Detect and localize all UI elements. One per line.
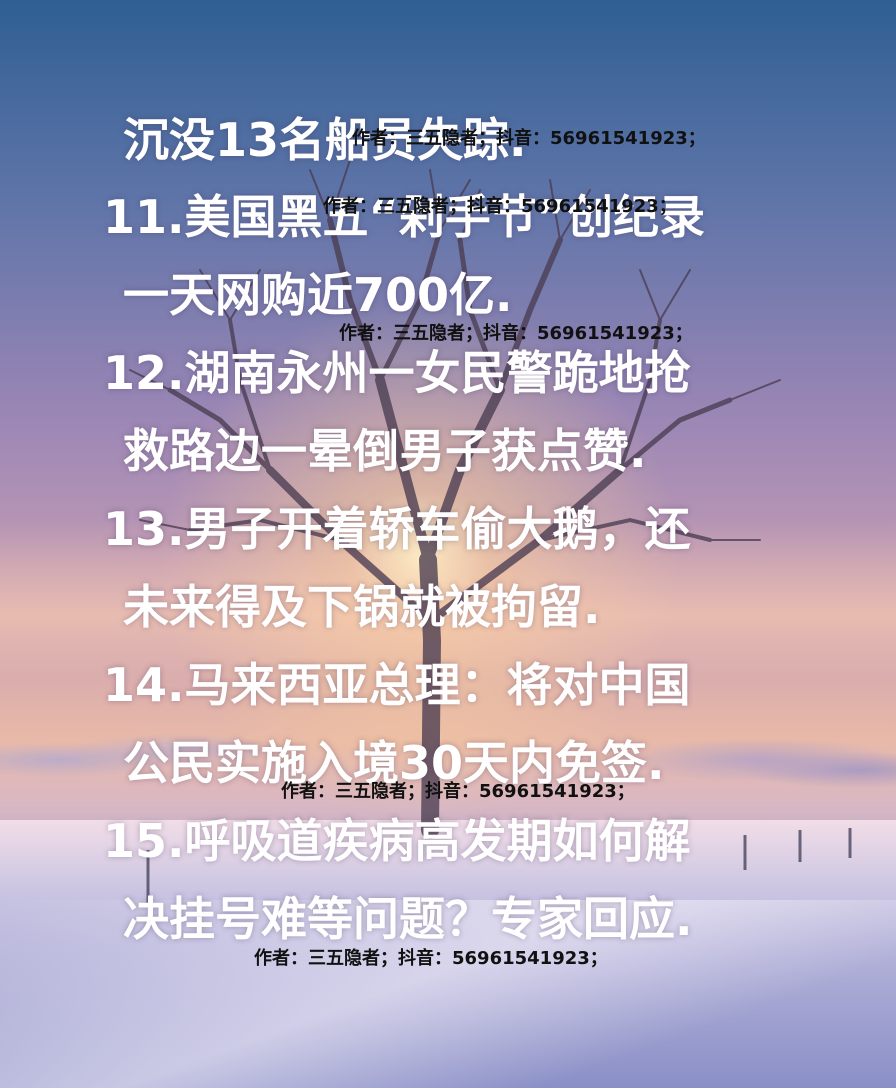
news-line-11-title: 11.美国黑五“剁手节”创纪录: [103, 190, 705, 244]
author-watermark: 作者：三五隐者；抖音：56961541923；: [281, 781, 635, 802]
news-line-13-cont: 未来得及下锅就被拘留.: [123, 580, 601, 634]
distant-frosted-trees: [0, 640, 896, 830]
news-line-11-cont: 一天网购近700亿.: [123, 268, 513, 322]
news-line-14-cont: 公民实施入境30天内免签.: [123, 736, 665, 790]
author-watermark: 作者：三五隐者；抖音：56961541923；: [352, 128, 706, 149]
news-line-15-cont: 决挂号难等问题？专家回应.: [123, 892, 693, 946]
author-watermark: 作者：三五隐者；抖音：56961541923；: [339, 323, 693, 344]
snowy-road: [0, 900, 896, 1088]
news-line-10-end: 沉没13名船员失踪.: [123, 113, 527, 167]
news-line-13-title: 13.男子开着轿车偷大鹅，还: [103, 502, 691, 556]
news-line-14-title: 14.马来西亚总理：将对中国: [103, 658, 691, 712]
news-line-12-title: 12.湖南永州一女民警跪地抢: [103, 346, 691, 400]
news-line-12-cont: 救路边一晕倒男子获点赞.: [123, 424, 647, 478]
news-line-15-title: 15.呼吸道疾病高发期如何解: [103, 814, 691, 868]
author-watermark: 作者：三五隐者；抖音：56961541923；: [323, 196, 677, 217]
author-watermark: 作者：三五隐者；抖音：56961541923；: [254, 948, 608, 969]
